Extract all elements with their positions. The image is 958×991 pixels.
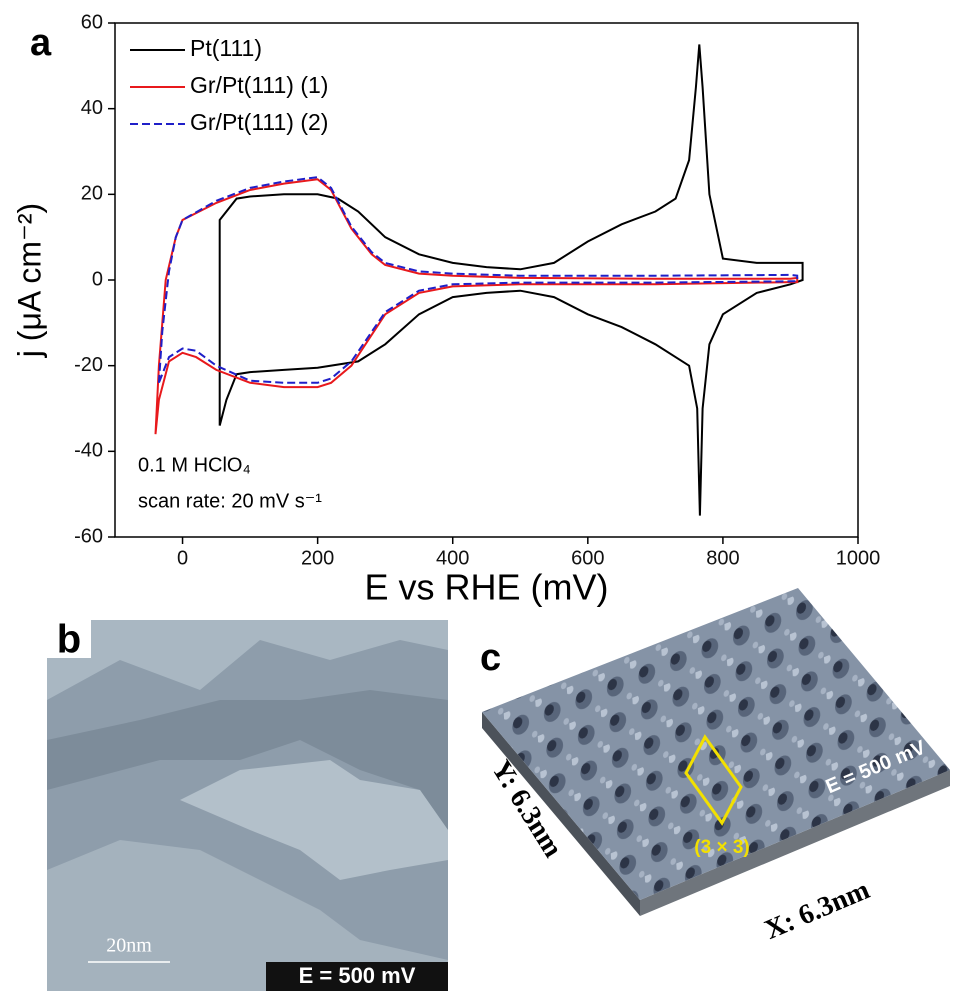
legend-label: Gr/Pt(111) (2) [190,109,328,135]
data-line [157,176,799,384]
y-tick-label: -20 [74,354,103,376]
y-tick-label: 60 [81,11,103,33]
x-tick-label: 1000 [836,547,881,569]
x-tick-label: 400 [436,547,469,569]
y-tick-label: -60 [74,525,103,547]
scale-bar-label: 20nm [106,935,152,957]
x-tick-label: 600 [571,547,604,569]
panel-label: a [30,22,52,64]
stm-3d-image-c [482,588,950,916]
annotation: scan rate: 20 mV s⁻¹ [138,490,322,512]
panel-label: b [57,618,81,662]
x-tick-label: 200 [301,547,334,569]
x-tick-label: 800 [706,547,739,569]
legend-label: Gr/Pt(111) (1) [190,72,328,98]
y-tick-label: 0 [92,268,103,290]
y-tick-label: 40 [81,97,103,119]
x-axis-label: E vs RHE (mV) [364,567,608,608]
panel-label: c [480,637,501,679]
y-tick-label: -40 [74,440,103,462]
y-axis-label: j (μA cm⁻²) [11,203,47,358]
y-tick-label: 20 [81,183,103,205]
cell-label: (3 × 3) [694,837,749,858]
stm-image-b [47,620,448,991]
x-tick-label: 0 [177,547,188,569]
potential-label: E = 500 mV [299,963,416,988]
x-size-label: X: 6.3nm [760,874,874,946]
data-line [218,44,804,516]
legend-label: Pt(111) [190,35,262,61]
annotation: 0.1 M HClO₄ [138,454,251,476]
data-line [154,178,799,435]
